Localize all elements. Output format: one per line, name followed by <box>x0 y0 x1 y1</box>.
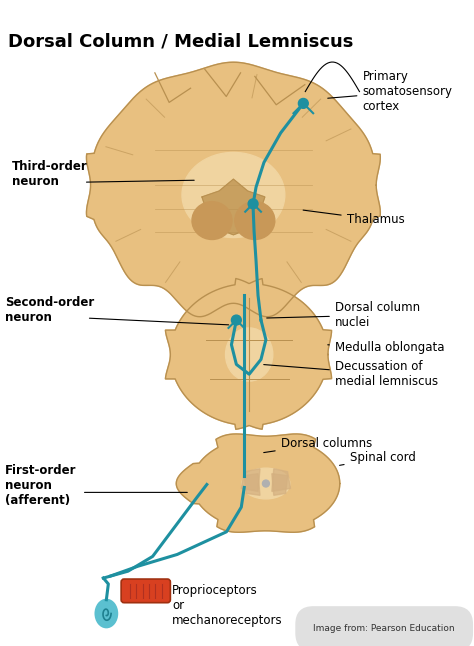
Text: Second-order
neuron: Second-order neuron <box>5 297 94 324</box>
Text: Primary
somatosensory
cortex: Primary somatosensory cortex <box>328 70 452 113</box>
Ellipse shape <box>226 328 273 381</box>
Polygon shape <box>241 469 260 492</box>
Text: Image from: Pearson Education: Image from: Pearson Education <box>313 624 455 633</box>
Text: Dorsal columns: Dorsal columns <box>264 437 372 453</box>
Circle shape <box>299 98 308 109</box>
Text: Dorsal Column / Medial Lemniscus: Dorsal Column / Medial Lemniscus <box>8 32 353 50</box>
FancyBboxPatch shape <box>121 579 170 603</box>
Text: Thalamus: Thalamus <box>303 210 404 226</box>
Ellipse shape <box>235 202 275 240</box>
Text: Decussation of
medial lemniscus: Decussation of medial lemniscus <box>264 360 438 388</box>
Polygon shape <box>176 434 340 532</box>
Ellipse shape <box>263 480 269 487</box>
Polygon shape <box>272 469 291 492</box>
Polygon shape <box>244 474 260 495</box>
Text: Proprioceptors
or
mechanoreceptors: Proprioceptors or mechanoreceptors <box>173 584 283 627</box>
Polygon shape <box>165 278 331 430</box>
Polygon shape <box>202 179 265 234</box>
Text: Spinal cord: Spinal cord <box>339 452 416 465</box>
Text: Third-order
neuron: Third-order neuron <box>12 160 88 188</box>
Text: Dorsal column
nuclei: Dorsal column nuclei <box>267 301 420 329</box>
Ellipse shape <box>192 202 232 240</box>
Ellipse shape <box>242 468 290 499</box>
Text: First-order
neuron
(afferent): First-order neuron (afferent) <box>5 464 76 507</box>
Circle shape <box>248 199 258 209</box>
Circle shape <box>231 315 241 325</box>
Ellipse shape <box>182 152 285 238</box>
Ellipse shape <box>96 599 117 627</box>
Text: Medulla oblongata: Medulla oblongata <box>328 341 444 354</box>
Polygon shape <box>86 62 380 317</box>
Polygon shape <box>272 474 288 495</box>
